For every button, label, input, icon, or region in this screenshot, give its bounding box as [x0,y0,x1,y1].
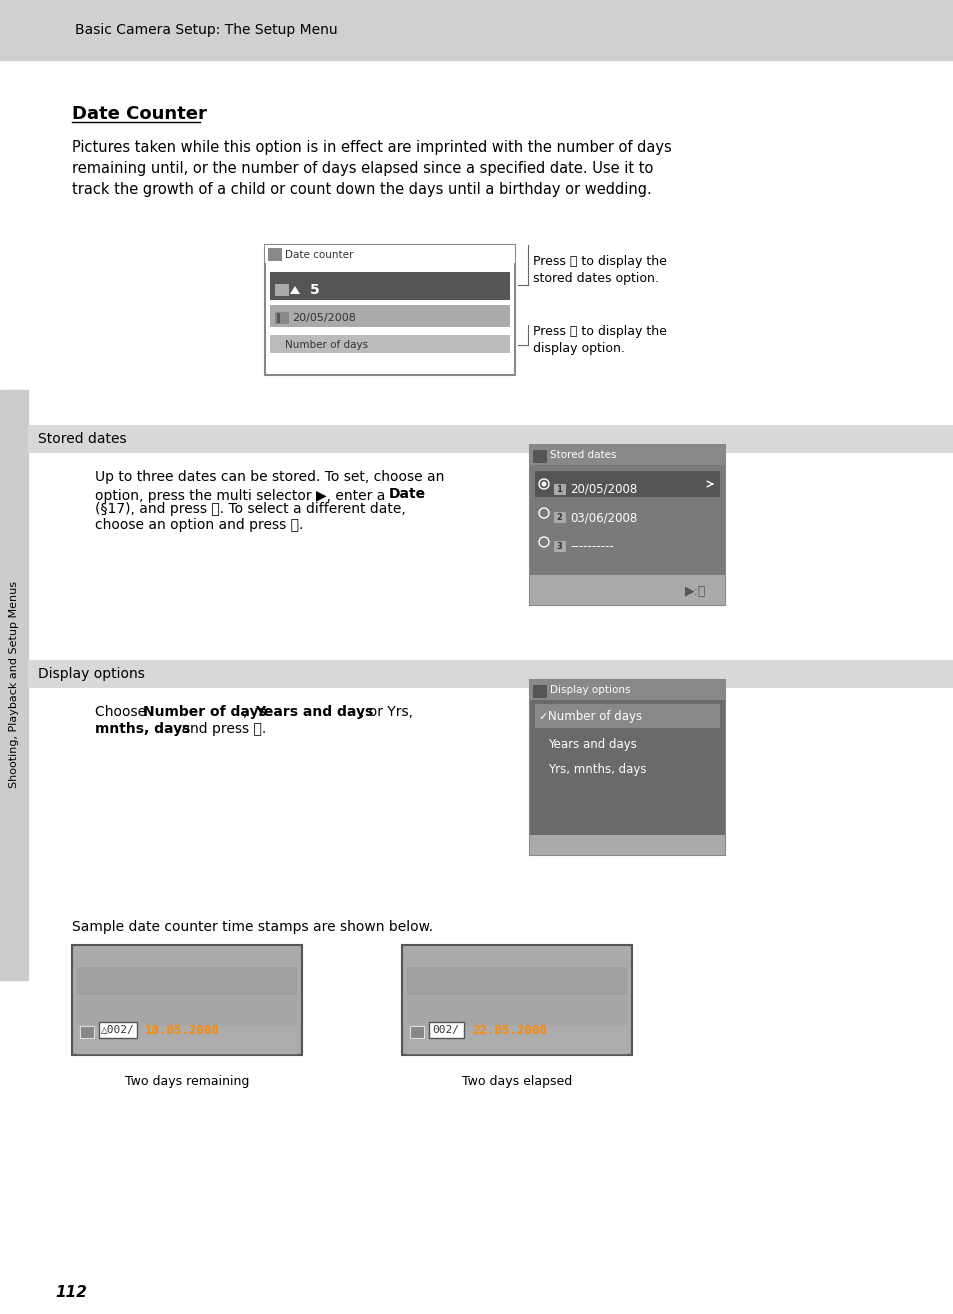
Text: ,: , [243,706,252,719]
Bar [410,1026,423,1038]
Bar [554,484,565,495]
Text: choose an option and press ⒪.: choose an option and press ⒪. [95,518,303,532]
Bar [533,685,546,698]
Text: ▶:⌚: ▶:⌚ [684,586,705,598]
Text: Up to three dates can be stored. To set, choose an
option, press the multi selec: Up to three dates can be stored. To set,… [95,470,444,503]
Text: Display options: Display options [38,668,145,681]
Bar [270,335,510,353]
Bar [535,470,720,497]
Bar [535,704,720,728]
Text: Two days remaining: Two days remaining [125,1075,249,1088]
Text: 3: 3 [556,543,561,552]
Text: Press ⒪ to display the
stored dates option.: Press ⒪ to display the stored dates opti… [533,255,666,285]
Bar [77,967,296,995]
Text: Press ⒪ to display the
display option.: Press ⒪ to display the display option. [533,325,666,355]
Bar [407,1028,626,1055]
Bar [530,445,724,465]
Text: 112: 112 [55,1285,87,1300]
Bar [530,465,724,576]
Text: Stored dates: Stored dates [550,449,616,460]
Text: Years and days: Years and days [547,738,637,752]
Text: Sample date counter time stamps are shown below.: Sample date counter time stamps are show… [71,920,433,934]
Text: 22.05.2008: 22.05.2008 [472,1024,546,1037]
Bar [530,576,724,604]
Text: mnths, days: mnths, days [95,721,191,736]
Text: 03/06/2008: 03/06/2008 [569,511,637,524]
Bar [407,997,626,1025]
Text: ✓: ✓ [537,712,547,721]
Text: 20/05/2008: 20/05/2008 [569,482,637,495]
Bar [0,0,953,60]
Bar [530,834,724,855]
Text: Stored dates: Stored dates [38,432,127,445]
Bar [407,967,626,995]
Bar [80,1026,94,1038]
Text: Basic Camera Setup: The Setup Menu: Basic Camera Setup: The Setup Menu [75,24,337,37]
Bar [274,284,289,296]
Bar [268,248,282,261]
Bar [28,660,953,689]
Bar [270,272,510,300]
Text: Date counter: Date counter [285,250,353,260]
Bar [28,424,953,453]
Bar [530,681,724,700]
Polygon shape [290,286,299,294]
Text: Pictures taken while this option is in effect are imprinted with the number of d: Pictures taken while this option is in e… [71,141,671,197]
Text: Number of days: Number of days [547,711,641,724]
Text: Two days elapsed: Two days elapsed [461,1075,572,1088]
Bar [0,390,28,980]
Bar [270,305,510,327]
Bar [533,449,546,463]
Bar [77,997,296,1025]
Bar [554,512,565,523]
Text: Yrs, mnths, days: Yrs, mnths, days [547,763,646,777]
Text: Display options: Display options [550,685,630,695]
Text: Number of days: Number of days [143,706,267,719]
Bar [71,945,302,1055]
Text: Date: Date [389,487,426,501]
Bar [530,445,724,604]
Text: , or Yrs,: , or Yrs, [359,706,413,719]
Text: 20/05/2008: 20/05/2008 [292,313,355,323]
Text: Choose: Choose [95,706,151,719]
Text: Date Counter: Date Counter [71,105,207,124]
Text: △002/: △002/ [101,1025,134,1035]
Bar [429,1022,463,1038]
Bar [265,244,515,263]
Text: and press ⒪.: and press ⒪. [177,721,266,736]
Bar [77,1016,292,1039]
Text: Years and days: Years and days [254,706,373,719]
Text: 2: 2 [556,514,561,523]
Bar [530,700,724,834]
Text: 18.05.2008: 18.05.2008 [145,1024,220,1037]
Bar [276,313,280,323]
Text: ----------: ---------- [569,540,613,553]
Bar [77,1028,296,1055]
Text: Shooting, Playback and Setup Menus: Shooting, Playback and Setup Menus [9,582,19,788]
Circle shape [541,481,546,486]
Bar [401,945,631,1055]
Bar [530,681,724,855]
Text: 002/: 002/ [432,1025,459,1035]
Text: 1: 1 [556,485,561,494]
Text: Number of days: Number of days [285,340,368,350]
Bar [274,311,289,325]
Text: (§17), and press ⒪. To select a different date,: (§17), and press ⒪. To select a differen… [95,502,405,516]
Text: 5: 5 [310,283,319,297]
Bar [99,1022,137,1038]
Bar [265,244,515,374]
Bar [554,541,565,552]
